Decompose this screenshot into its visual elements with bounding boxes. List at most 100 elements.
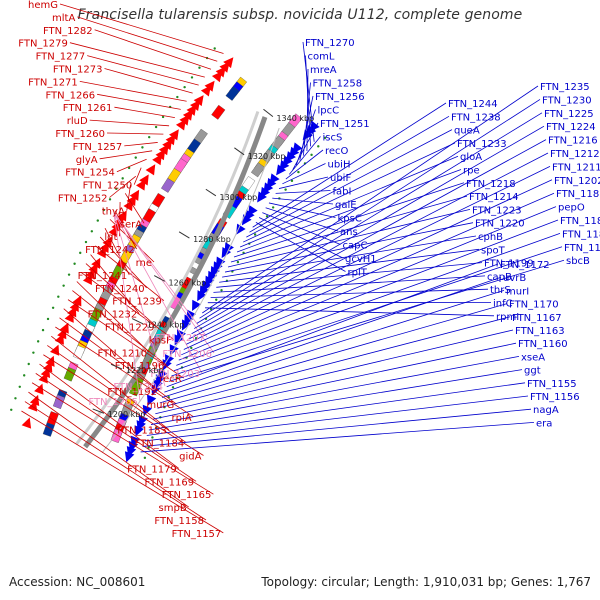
forward-cds-arrow (139, 174, 149, 186)
gene-label-quea: queA (454, 126, 480, 137)
gene-label-gale: galE (335, 200, 357, 211)
gene-label-sera: serA (120, 219, 142, 230)
forward-cds-arrow (182, 109, 193, 121)
scale-tick-mark (263, 108, 274, 118)
gene-label-ftn-1233: FTN_1233 (457, 139, 507, 150)
leader-line (77, 16, 218, 62)
backbone-inner-ring (101, 127, 280, 454)
guide-dot (27, 362, 30, 366)
guide-dot (46, 317, 50, 321)
gene-label-ftn-1192: FTN_1192 (107, 387, 157, 398)
leader-line (210, 288, 489, 298)
leader-line (144, 395, 529, 442)
leader-line (140, 422, 535, 453)
guide-dot (51, 306, 55, 310)
forward-cds-arrow (96, 247, 106, 259)
leader-line (126, 184, 131, 211)
reverse-cds-arrow (174, 334, 184, 346)
guide-dot (151, 436, 154, 439)
leader-line (157, 316, 511, 409)
gene-label-ftn-1229: FTN_1229 (105, 323, 155, 334)
gene-label-gloa: gloA (460, 152, 482, 163)
gene-label-ftn-1196: FTN_1196 (115, 361, 165, 372)
gene-label-ftn-1273: FTN_1273 (53, 65, 103, 76)
leader-line (205, 307, 495, 317)
backbone-arc (83, 116, 268, 449)
leader-line (292, 122, 319, 170)
reverse-cds-arrow (257, 191, 267, 203)
guide-dot (148, 135, 151, 139)
forward-cds-arrow (72, 295, 82, 307)
leader-line (69, 42, 205, 78)
leader-line (76, 281, 150, 353)
forward-cds-arrow (45, 355, 55, 367)
gene-label-ftn-1165: FTN_1165 (162, 490, 212, 501)
leader-line (109, 175, 137, 198)
guide-dot (190, 76, 194, 79)
gene-label-cphb: cphB (478, 232, 503, 243)
scale-tick-mark (234, 147, 245, 156)
leader-line (233, 182, 465, 258)
leader-line (43, 354, 204, 456)
gene-label-sbcb: sbcB (566, 256, 590, 267)
guide-dot (236, 260, 240, 264)
guide-dot (62, 284, 65, 287)
gene-label-ftn-1242: FTN_1242 (85, 245, 135, 256)
cog-block (161, 177, 175, 193)
leader-line (47, 345, 187, 443)
guide-dot (265, 215, 269, 218)
guide-dot (183, 85, 186, 89)
gene-label-rlud: rluD (67, 116, 88, 127)
gene-label-ftn-1258: FTN_1258 (313, 79, 363, 90)
forward-cds-arrow (59, 322, 69, 334)
gene-label-muri: murI (506, 286, 529, 297)
leader-line (153, 342, 517, 420)
gene-label-era: era (536, 418, 552, 429)
gene-label-ftn-1252: FTN_1252 (58, 194, 108, 205)
leader-line (146, 382, 526, 436)
gene-label-kpsc: kpsC (338, 214, 362, 225)
leader-line (124, 142, 158, 147)
gene-label-ftn-1240: FTN_1240 (95, 284, 145, 295)
forward-cds-arrow (54, 333, 64, 345)
leader-line (28, 391, 189, 508)
guide-dot (22, 374, 26, 377)
gene-label-ftn-1266: FTN_1266 (45, 90, 95, 101)
leader-line (21, 410, 224, 534)
leader-line (164, 276, 502, 393)
guide-dot (209, 308, 213, 311)
leader-line (99, 150, 153, 160)
leader-line (81, 272, 175, 340)
gene-label-ftn-1184: FTN_1184 (135, 439, 185, 450)
guide-dot (79, 251, 82, 255)
forward-cds-arrow (169, 129, 179, 141)
leader-line (288, 136, 321, 175)
leader-line (282, 163, 326, 185)
forward-cds-arrow (158, 144, 169, 156)
leader-line (113, 212, 166, 387)
guide-dot (41, 328, 45, 332)
gene-label-infc: infC (493, 299, 513, 310)
leader-line (196, 112, 543, 324)
gene-label-pepo: pepO (558, 203, 585, 214)
gene-label-ftn-1241: FTN_1241 (78, 271, 128, 282)
gene-label-ftn-1230: FTN_1230 (542, 95, 592, 106)
guide-dot (10, 408, 13, 411)
gene-label-ftn-1156: FTN_1156 (530, 392, 580, 403)
forward-cds-arrow (186, 104, 197, 116)
scale-tick-label: 1340 kbp (276, 114, 314, 123)
gene-label-ftn-1277: FTN_1277 (36, 52, 86, 63)
leader-line (222, 235, 477, 278)
leader-line (188, 152, 549, 340)
gene-label-ftn-1172: FTN_1172 (500, 260, 550, 271)
guide-dot (127, 166, 131, 170)
leader-line (51, 335, 170, 431)
gene-label-recr: recR (159, 374, 182, 385)
leader-line (202, 85, 539, 314)
leader-line (178, 206, 557, 361)
leader-line (79, 81, 187, 102)
guide-dot (90, 230, 94, 233)
gene-label-ftn-1244: FTN_1244 (448, 99, 498, 110)
leader-line (219, 248, 480, 283)
leader-line (239, 155, 459, 248)
